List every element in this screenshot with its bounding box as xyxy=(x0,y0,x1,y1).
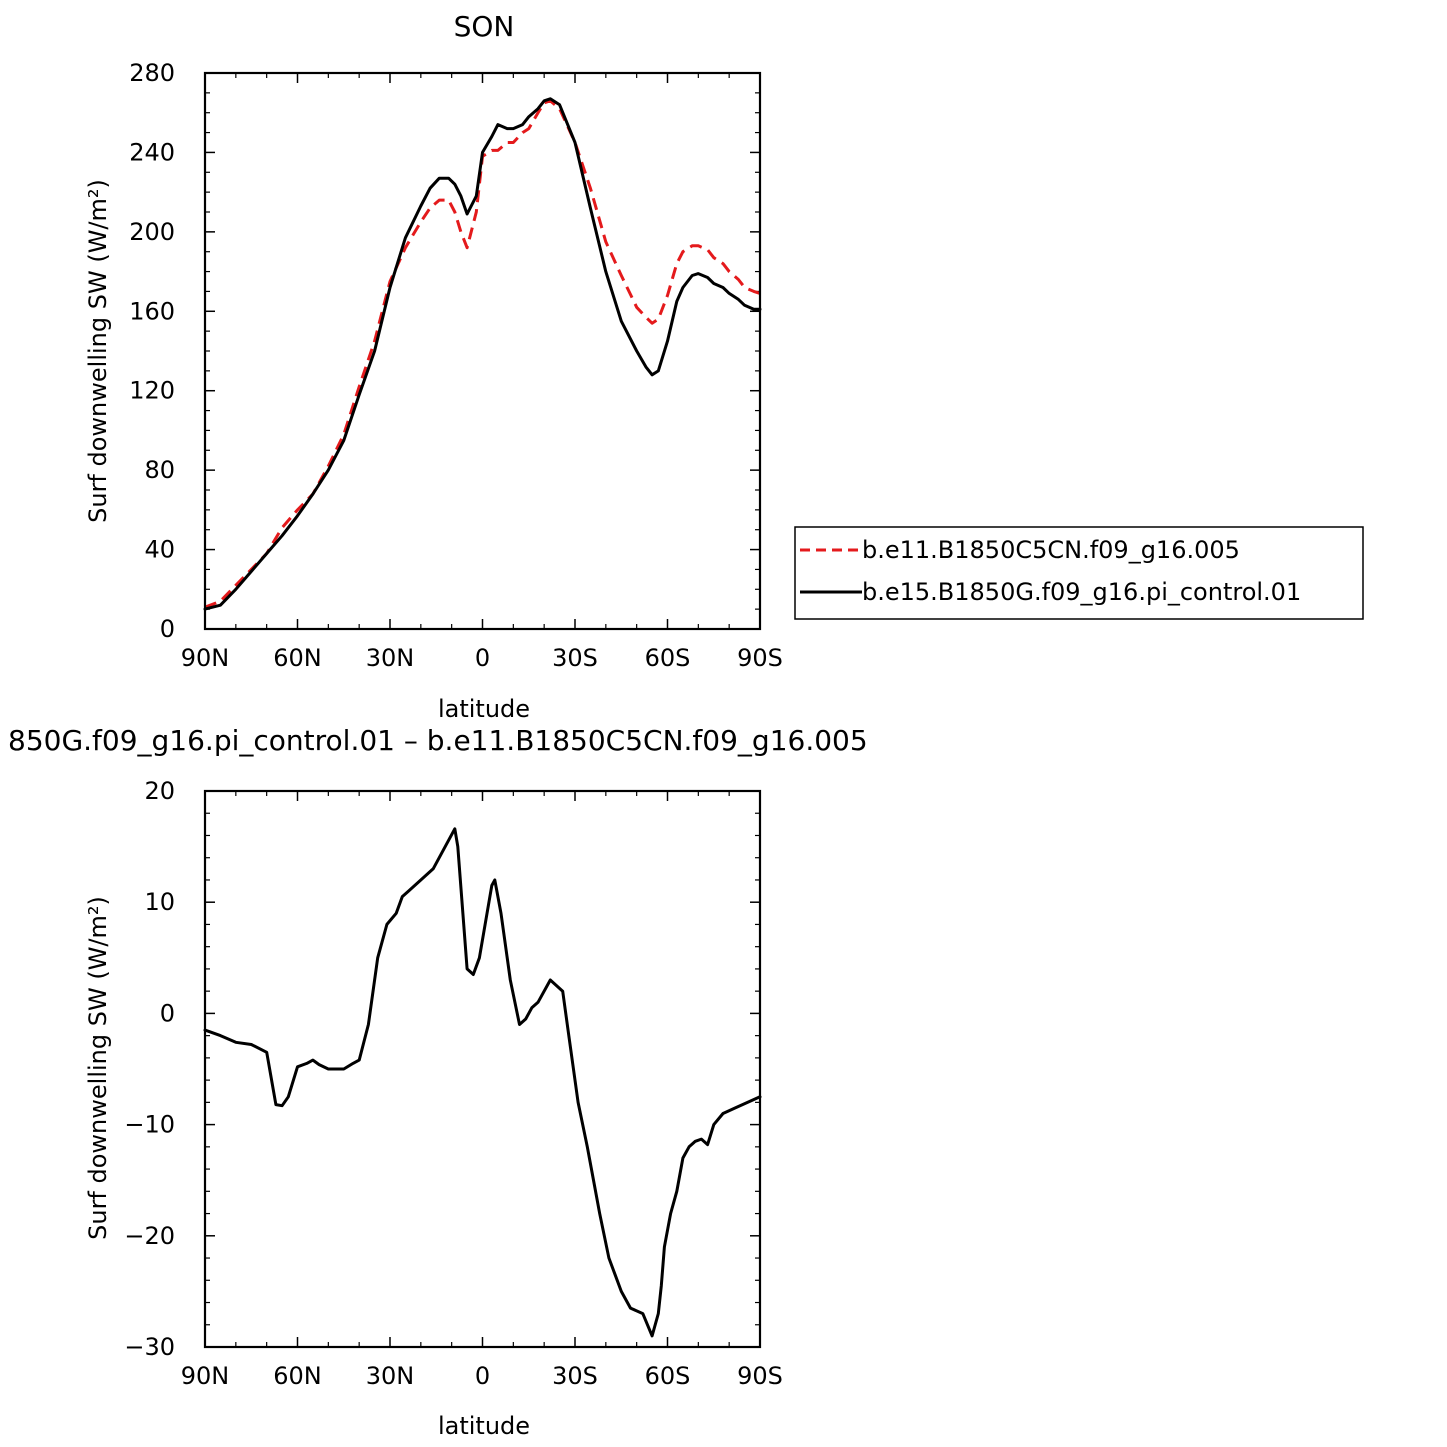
y-tick-label: −20 xyxy=(124,1222,175,1250)
y-tick-label: −10 xyxy=(124,1111,175,1139)
y-tick-label: 200 xyxy=(129,218,175,246)
series-line-2 xyxy=(203,97,762,611)
bottom-chart: 850G.f09_g16.pi_control.01 – b.e11.B1850… xyxy=(8,724,868,1440)
chart-title: SON xyxy=(454,10,515,43)
y-tick-label: 160 xyxy=(129,297,175,325)
x-tick-label: 90N xyxy=(181,1362,230,1390)
series-lines xyxy=(203,827,762,1338)
y-tick-label: 40 xyxy=(144,536,175,564)
x-tick-label: 90N xyxy=(181,644,230,672)
tick-labels: 90N 60N 30N 0 30S 60S 90S 0 40 80 120 160 200 240 280 xyxy=(129,59,783,672)
top-chart: SON Surf downwelling SW (W/m²) latitude … xyxy=(84,10,783,723)
x-tick-label: 60N xyxy=(273,644,322,672)
axis-ticks xyxy=(204,790,761,1348)
y-tick-label: 10 xyxy=(144,888,175,916)
series-line-1 xyxy=(203,827,762,1338)
legend-label-series-1: b.e11.B1850C5CN.f09_g16.005 xyxy=(862,536,1240,564)
y-axis-label: Surf downwelling SW (W/m²) xyxy=(84,896,112,1240)
x-tick-label: 30S xyxy=(552,644,598,672)
y-tick-label: 0 xyxy=(160,999,175,1027)
x-tick-label: 60S xyxy=(645,1362,691,1390)
plot-frame xyxy=(203,71,762,631)
x-axis-label: latitude xyxy=(438,1412,530,1440)
x-tick-label: 90S xyxy=(737,1362,783,1390)
x-tick-label: 30N xyxy=(366,1362,415,1390)
tick-labels: 90N 60N 30N 0 30S 60S 90S −30 −20 −10 0 10 20 xyxy=(124,777,783,1390)
y-tick-label: 20 xyxy=(144,777,175,805)
y-tick-label: 280 xyxy=(129,59,175,87)
x-tick-label: 30N xyxy=(366,644,415,672)
legend: b.e11.B1850C5CN.f09_g16.005 b.e15.B1850G… xyxy=(794,526,1364,620)
x-tick-label: 0 xyxy=(475,1362,490,1390)
legend-box xyxy=(794,526,1364,620)
chart-title: 850G.f09_g16.pi_control.01 – b.e11.B1850… xyxy=(8,724,868,757)
y-tick-label: 80 xyxy=(144,456,175,484)
x-tick-label: 30S xyxy=(552,1362,598,1390)
y-tick-label: 240 xyxy=(129,138,175,166)
y-tick-label: −30 xyxy=(124,1333,175,1361)
x-axis-label: latitude xyxy=(438,695,530,723)
y-axis-label: Surf downwelling SW (W/m²) xyxy=(84,179,112,523)
legend-label-series-2: b.e15.B1850G.f09_g16.pi_control.01 xyxy=(862,578,1301,606)
y-tick-label: 0 xyxy=(160,615,175,643)
x-tick-label: 90S xyxy=(737,644,783,672)
x-tick-label: 0 xyxy=(475,644,490,672)
plot-frame xyxy=(203,789,762,1349)
x-tick-label: 60S xyxy=(645,644,691,672)
series-line-1 xyxy=(204,99,761,609)
x-tick-label: 60N xyxy=(273,1362,322,1390)
series-lines xyxy=(203,97,762,611)
y-tick-label: 120 xyxy=(129,377,175,405)
